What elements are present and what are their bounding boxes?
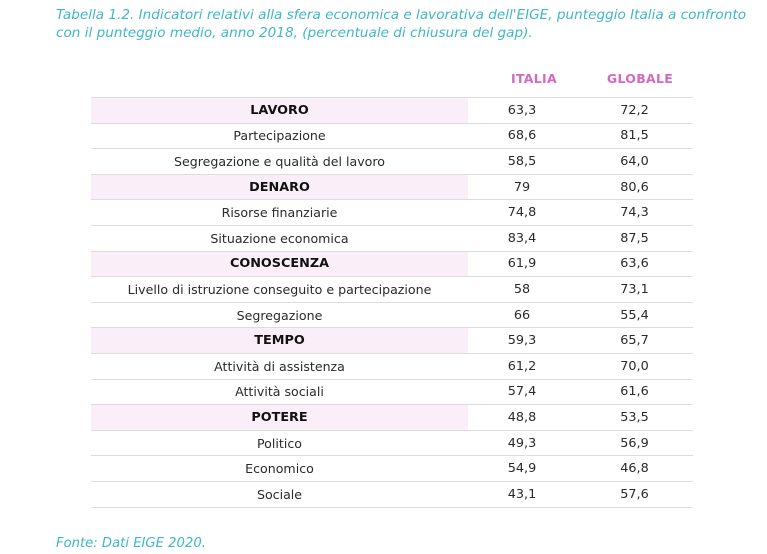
globale-score: 61,6 xyxy=(576,379,693,406)
indicator-row: Situazione economica 83,4 87,5 xyxy=(91,225,693,252)
indicator-row: Livello di istruzione conseguito e parte… xyxy=(91,276,693,303)
italia-score: 63,3 xyxy=(468,97,576,124)
italia-score: 57,4 xyxy=(468,379,576,406)
indicator-label: Politico xyxy=(91,430,468,457)
italia-score: 66 xyxy=(468,302,576,329)
indicators-table-body: LAVORO 63,3 72,2 Partecipazione 68,6 81,5 Segr… xyxy=(91,97,693,508)
globale-score: 65,7 xyxy=(576,327,693,354)
category-row: CONOSCENZA 61,9 63,6 xyxy=(91,251,693,278)
column-header-italia: ITALIA xyxy=(511,71,557,86)
italia-score: 54,9 xyxy=(468,455,576,482)
indicator-row: Attività sociali 57,4 61,6 xyxy=(91,379,693,406)
indicator-row: Segregazione e qualità del lavoro 58,5 64,… xyxy=(91,148,693,175)
italia-score: 74,8 xyxy=(468,199,576,226)
indicator-row: Segregazione 66 55,4 xyxy=(91,302,693,329)
source-note: Fonte: Dati EIGE 2020. xyxy=(56,536,206,551)
indicators-table: LAVORO 63,3 72,2 Partecipazione 68,6 81,5 Segr… xyxy=(91,97,693,508)
italia-score: 59,3 xyxy=(468,327,576,354)
indicator-row: Risorse finanziarie 74,8 74,3 xyxy=(91,199,693,226)
globale-score: 73,1 xyxy=(576,276,693,303)
indicator-row: Politico 49,3 56,9 xyxy=(91,430,693,457)
indicator-label: Attività di assistenza xyxy=(91,353,468,380)
italia-score: 48,8 xyxy=(468,404,576,431)
category-label: DENARO xyxy=(91,174,468,201)
indicator-label: Situazione economica xyxy=(91,225,468,252)
italia-score: 61,9 xyxy=(468,251,576,278)
indicator-label: Risorse finanziarie xyxy=(91,199,468,226)
globale-score: 81,5 xyxy=(576,123,693,150)
globale-score: 80,6 xyxy=(576,174,693,201)
indicator-row: Economico 54,9 46,8 xyxy=(91,455,693,482)
italia-score: 58 xyxy=(468,276,576,303)
italia-score: 49,3 xyxy=(468,430,576,457)
globale-score: 56,9 xyxy=(576,430,693,457)
indicator-label: Economico xyxy=(91,455,468,482)
globale-score: 87,5 xyxy=(576,225,693,252)
globale-score: 53,5 xyxy=(576,404,693,431)
table-caption: Tabella 1.2. Indicatori relativi alla sf… xyxy=(56,7,747,41)
globale-score: 57,6 xyxy=(576,481,693,508)
globale-score: 64,0 xyxy=(576,148,693,175)
indicator-label: Sociale xyxy=(91,481,468,508)
italia-score: 58,5 xyxy=(468,148,576,175)
globale-score: 55,4 xyxy=(576,302,693,329)
category-row: DENARO 79 80,6 xyxy=(91,174,693,201)
category-row: POTERE 48,8 53,5 xyxy=(91,404,693,431)
globale-score: 46,8 xyxy=(576,455,693,482)
globale-score: 63,6 xyxy=(576,251,693,278)
indicator-row: Partecipazione 68,6 81,5 xyxy=(91,123,693,150)
indicator-label: Livello di istruzione conseguito e parte… xyxy=(91,276,468,303)
category-label: TEMPO xyxy=(91,327,468,354)
column-header-globale: GLOBALE xyxy=(606,71,674,86)
italia-score: 79 xyxy=(468,174,576,201)
category-label: POTERE xyxy=(91,404,468,431)
italia-score: 83,4 xyxy=(468,225,576,252)
indicator-label: Attività sociali xyxy=(91,379,468,406)
category-row: TEMPO 59,3 65,7 xyxy=(91,327,693,354)
category-row: LAVORO 63,3 72,2 xyxy=(91,97,693,124)
italia-score: 61,2 xyxy=(468,353,576,380)
category-label: CONOSCENZA xyxy=(91,251,468,278)
indicator-row: Attività di assistenza 61,2 70,0 xyxy=(91,353,693,380)
indicator-row: Sociale 43,1 57,6 xyxy=(91,481,693,508)
indicator-label: Segregazione e qualità del lavoro xyxy=(91,148,468,175)
globale-score: 70,0 xyxy=(576,353,693,380)
italia-score: 68,6 xyxy=(468,123,576,150)
globale-score: 74,3 xyxy=(576,199,693,226)
indicator-label: Segregazione xyxy=(91,302,468,329)
indicator-label: Partecipazione xyxy=(91,123,468,150)
category-label: LAVORO xyxy=(91,97,468,124)
globale-score: 72,2 xyxy=(576,97,693,124)
italia-score: 43,1 xyxy=(468,481,576,508)
